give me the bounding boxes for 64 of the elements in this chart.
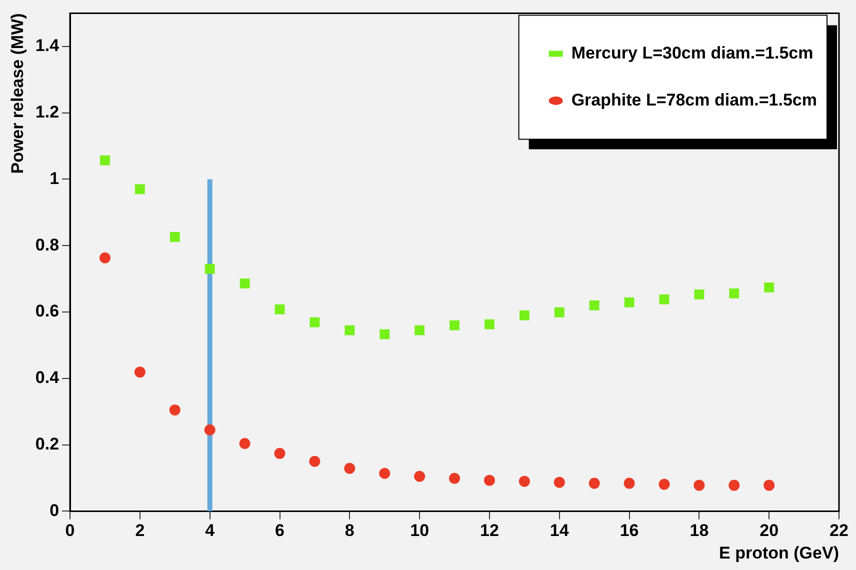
x-tick-label: 2 [135, 521, 145, 540]
y-tick-label: 0.2 [35, 434, 60, 454]
point [240, 278, 250, 288]
point [169, 404, 180, 416]
x-tick-label: 0 [65, 521, 75, 540]
y-axis-title: Power release (MW) [8, 13, 27, 174]
legend-label: Mercury L=30cm diam.=1.5cm [571, 43, 814, 62]
y-tick-label: 1 [50, 168, 60, 188]
point [344, 462, 356, 474]
x-tick-label: 16 [620, 521, 639, 540]
y-tick-label: 0.4 [35, 368, 60, 388]
point [624, 478, 635, 489]
point [694, 480, 705, 491]
point [450, 320, 460, 330]
x-axis-title: E proton (GeV) [719, 543, 839, 562]
x-tick-label: 10 [410, 521, 430, 540]
point [204, 264, 215, 274]
point [380, 329, 390, 340]
point [554, 476, 565, 488]
point [728, 480, 740, 491]
point [764, 282, 774, 292]
point [134, 184, 145, 194]
point [589, 300, 600, 310]
point [379, 468, 390, 479]
x-tick-label: 20 [760, 521, 779, 540]
y-tick-label: 0 [50, 500, 60, 520]
y-tick-label: 0.8 [35, 235, 60, 254]
x-tick-label: 12 [480, 521, 499, 540]
point [239, 438, 250, 449]
y-tick-label: 0.6 [35, 302, 60, 321]
point [99, 252, 110, 264]
point [694, 289, 704, 300]
point [518, 476, 530, 487]
x-tick-label: 18 [690, 521, 709, 540]
point [764, 480, 775, 491]
x-tick-label: 4 [205, 521, 216, 540]
point [204, 424, 216, 436]
point [274, 304, 285, 314]
point [484, 474, 495, 486]
point [274, 448, 286, 459]
x-tick-label: 14 [550, 521, 570, 540]
point [309, 456, 320, 467]
point [554, 307, 564, 318]
point [414, 325, 425, 336]
point [659, 294, 670, 304]
x-tick-label: 22 [830, 521, 848, 540]
point [658, 478, 670, 490]
point [588, 478, 600, 489]
point [310, 317, 320, 328]
y-tick-label: 1.2 [35, 102, 60, 122]
point [344, 325, 355, 336]
y-tick-label: 1.4 [35, 36, 60, 56]
point [519, 310, 530, 320]
x-tick-label: 8 [344, 521, 354, 540]
point [449, 472, 460, 484]
point [414, 470, 426, 482]
point [624, 297, 634, 308]
point [729, 288, 740, 298]
point [100, 155, 110, 166]
point [170, 232, 180, 242]
point [484, 319, 494, 330]
point [134, 366, 146, 378]
legend-label: Graphite L=78cm diam.=1.5cm [571, 90, 817, 110]
x-tick-label: 6 [275, 521, 284, 540]
